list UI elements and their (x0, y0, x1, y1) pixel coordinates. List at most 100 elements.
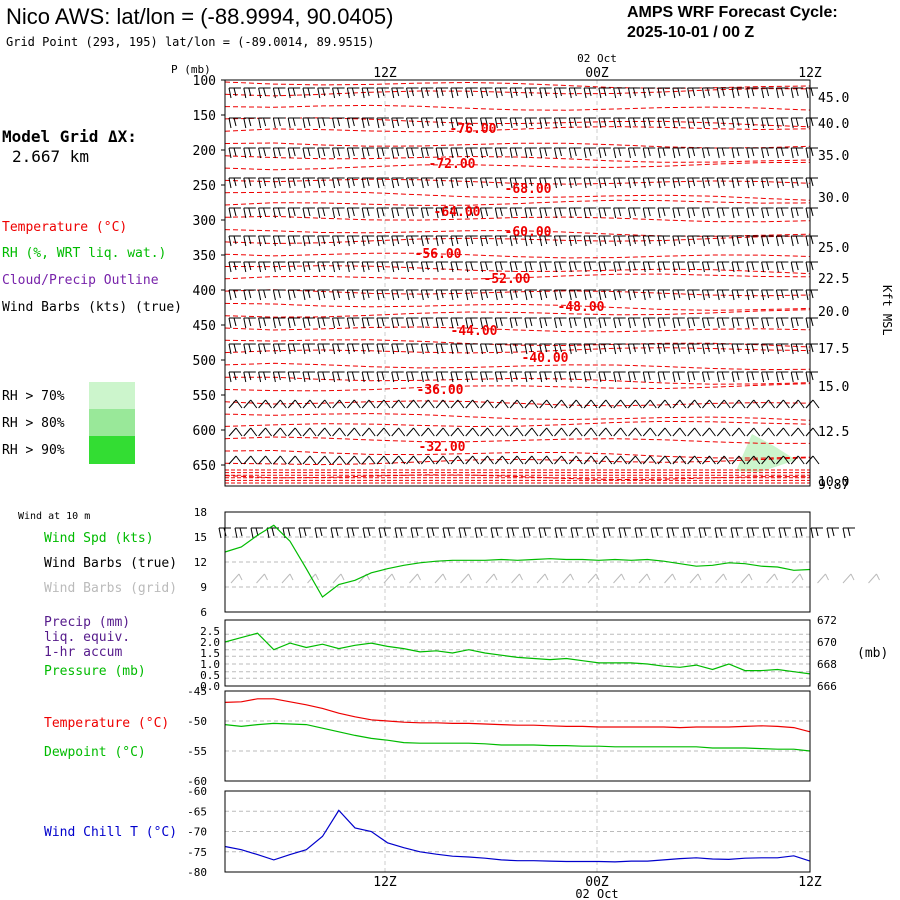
wind-barb (627, 87, 641, 99)
pressure-axis-label: P (mb) (171, 63, 211, 76)
model-grid-value: 2.667 km (12, 147, 89, 166)
wind-barb (642, 427, 657, 437)
wind-barb (524, 455, 539, 465)
wind-barb (776, 455, 790, 465)
wind-barb-true (570, 527, 583, 539)
wind-barb (775, 147, 789, 159)
rh-legend-swatch (89, 436, 135, 464)
rh-fill-area (736, 434, 796, 472)
wind-barb (435, 261, 449, 273)
wind-barb-grid (664, 573, 676, 584)
wind-barb-grid (766, 573, 778, 584)
wind-barb (361, 177, 375, 189)
wind-barb (613, 235, 626, 247)
wind-barb (376, 455, 391, 465)
pressure-unit-label: (mb) (857, 646, 888, 661)
temperature-contour (224, 383, 811, 392)
wind-barb (524, 343, 537, 355)
wind-barb (406, 317, 419, 329)
wind-barb (524, 371, 537, 383)
wind-barb (672, 177, 685, 189)
wind-barb-grid (536, 573, 549, 584)
wind-barb (775, 235, 789, 247)
wind-barb (776, 427, 790, 437)
wind-barb (627, 317, 641, 329)
wind-barb (420, 87, 434, 99)
wind-barb (228, 455, 243, 465)
wind-barb (642, 147, 656, 159)
wind-barb (598, 207, 611, 219)
wind-barb (775, 289, 789, 301)
wind-barb (480, 117, 493, 129)
wind-barb (406, 371, 419, 383)
wind-barb (790, 117, 804, 129)
wind-barb (376, 147, 389, 159)
wind-barb (627, 147, 641, 159)
wind-barb (243, 235, 256, 247)
wind-barb (761, 177, 774, 189)
wind-barb (435, 117, 449, 129)
wind-barb (494, 371, 508, 383)
wind-barb-grid (562, 573, 574, 584)
wind-barb-true (730, 527, 743, 539)
wind-barb (775, 87, 789, 99)
wind-barb (657, 399, 672, 409)
temperature-tick: -50 (187, 715, 207, 728)
wind-barb (494, 235, 508, 247)
wind-barb (539, 399, 554, 409)
wind-barb (746, 455, 761, 465)
wind-barb (805, 147, 818, 159)
pressure-tick-label: 450 (193, 319, 216, 334)
wind-barb (420, 317, 434, 329)
legend-rh: RH (%, WRT liq. wat.) (2, 246, 166, 261)
wind-barb (627, 289, 641, 301)
wind-barb (450, 317, 463, 329)
wind-barb (272, 343, 286, 355)
wind-barb (317, 343, 330, 355)
wind-barb (376, 317, 389, 329)
wind-barb (332, 235, 345, 247)
pressure-tick: 668 (817, 658, 837, 671)
wind-barb (465, 235, 478, 247)
wind-barb (701, 207, 715, 219)
height-tick-label: 35.0 (818, 149, 849, 164)
wind-barb (775, 317, 789, 329)
wind-barb (243, 177, 256, 189)
height-tick-label: 20.0 (818, 305, 849, 320)
wind-barb (746, 147, 759, 159)
wind-barb (480, 261, 493, 273)
wind-barb (317, 371, 330, 383)
wind-barb (435, 147, 449, 159)
time-tick-label-top: 12Z (798, 66, 822, 81)
wind-barb (672, 261, 685, 273)
wind-barb (361, 455, 376, 465)
precip-tick: 0.5 (200, 669, 220, 682)
wind-barb (553, 289, 567, 301)
wind-barb (598, 117, 611, 129)
wind-barb (716, 427, 731, 437)
wind-barb (361, 87, 375, 99)
wind-barb (642, 317, 656, 329)
temperature-contour (224, 302, 811, 311)
wind-barb (361, 399, 376, 409)
wind-barb-true (666, 527, 679, 539)
wind-barb (627, 177, 641, 189)
wind-barb (553, 207, 567, 219)
wind-barb (376, 87, 389, 99)
temperature-contour-label: -60.00 (505, 225, 552, 240)
wind-barb (687, 343, 700, 355)
wind-barb (775, 117, 789, 129)
wind-barb (243, 147, 256, 159)
wind-barb (420, 455, 435, 465)
wind-barb (420, 399, 435, 409)
wind-barb-true (378, 527, 391, 539)
wind-barb (302, 317, 315, 329)
wind-barb (761, 317, 774, 329)
wind-barb (613, 177, 626, 189)
wind-barb (509, 147, 523, 159)
temperature-contour (224, 191, 811, 201)
wind-barb (258, 427, 272, 437)
wind-barb (332, 177, 345, 189)
wind-barb (790, 147, 804, 159)
wind-barb (583, 371, 597, 383)
